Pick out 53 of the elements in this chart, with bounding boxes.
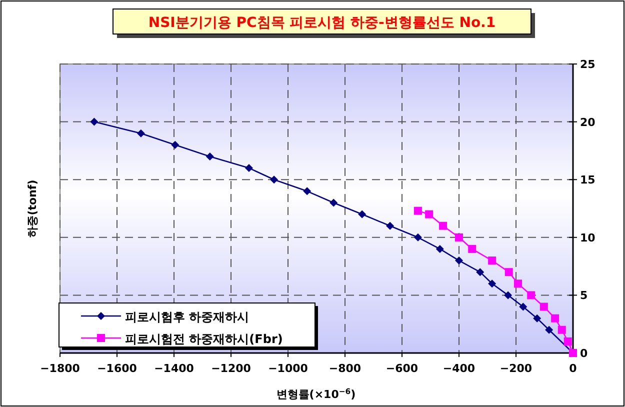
y-tick-label: 5 [580, 289, 588, 302]
point [558, 326, 566, 334]
point [386, 222, 394, 230]
point [425, 210, 434, 218]
y-tick-label: 20 [580, 116, 596, 129]
x-tick-label: −600 [386, 362, 418, 375]
chart-title: NSI분기기용 PC침목 피로시험 하중-변형률선도 No.1 [148, 15, 496, 31]
point [136, 129, 145, 138]
x-tick-label: −800 [328, 362, 362, 375]
y-tick-label: 0 [580, 347, 588, 360]
point [564, 337, 572, 346]
point [527, 291, 536, 300]
y-tick-label: 10 [580, 231, 596, 244]
point [436, 244, 444, 253]
point [504, 291, 512, 300]
point [244, 164, 253, 172]
y-tick-label: 25 [580, 58, 596, 71]
point [90, 118, 98, 126]
x-tick-label: −1800 [40, 362, 80, 375]
point [455, 233, 463, 242]
y-tick-label: 15 [580, 174, 596, 187]
point [303, 187, 312, 196]
point [504, 268, 513, 276]
x-tick-label: −400 [442, 362, 476, 375]
point [270, 176, 278, 184]
x-tick-label: −1000 [268, 362, 308, 375]
x-tick-label: −200 [500, 362, 532, 375]
point [358, 210, 366, 218]
point [488, 256, 496, 265]
point [455, 256, 463, 265]
legend-label: 피로시험전 하중재하시(Fbr) [125, 332, 283, 346]
x-tick-label: −1400 [154, 362, 194, 375]
point [206, 152, 214, 160]
point [540, 302, 548, 311]
point [551, 314, 560, 322]
point [476, 268, 484, 276]
y-axis-title: 하중(tonf) [26, 180, 39, 238]
point [330, 198, 338, 207]
point [519, 302, 528, 311]
x-tick-label: −1600 [97, 362, 138, 375]
point [439, 222, 448, 230]
point [545, 326, 554, 334]
legend-label: 피로시험후 하중재하시 [125, 310, 250, 324]
x-tick-label: −1200 [211, 362, 252, 375]
point [514, 280, 522, 288]
point [488, 280, 496, 288]
point [414, 206, 422, 215]
x-tick-label: 0 [569, 362, 578, 375]
x-axis-title: 변형률(×10$^{−6}$) [276, 386, 356, 401]
point [414, 233, 422, 242]
point [533, 314, 542, 322]
point [171, 140, 180, 149]
point [468, 244, 476, 253]
